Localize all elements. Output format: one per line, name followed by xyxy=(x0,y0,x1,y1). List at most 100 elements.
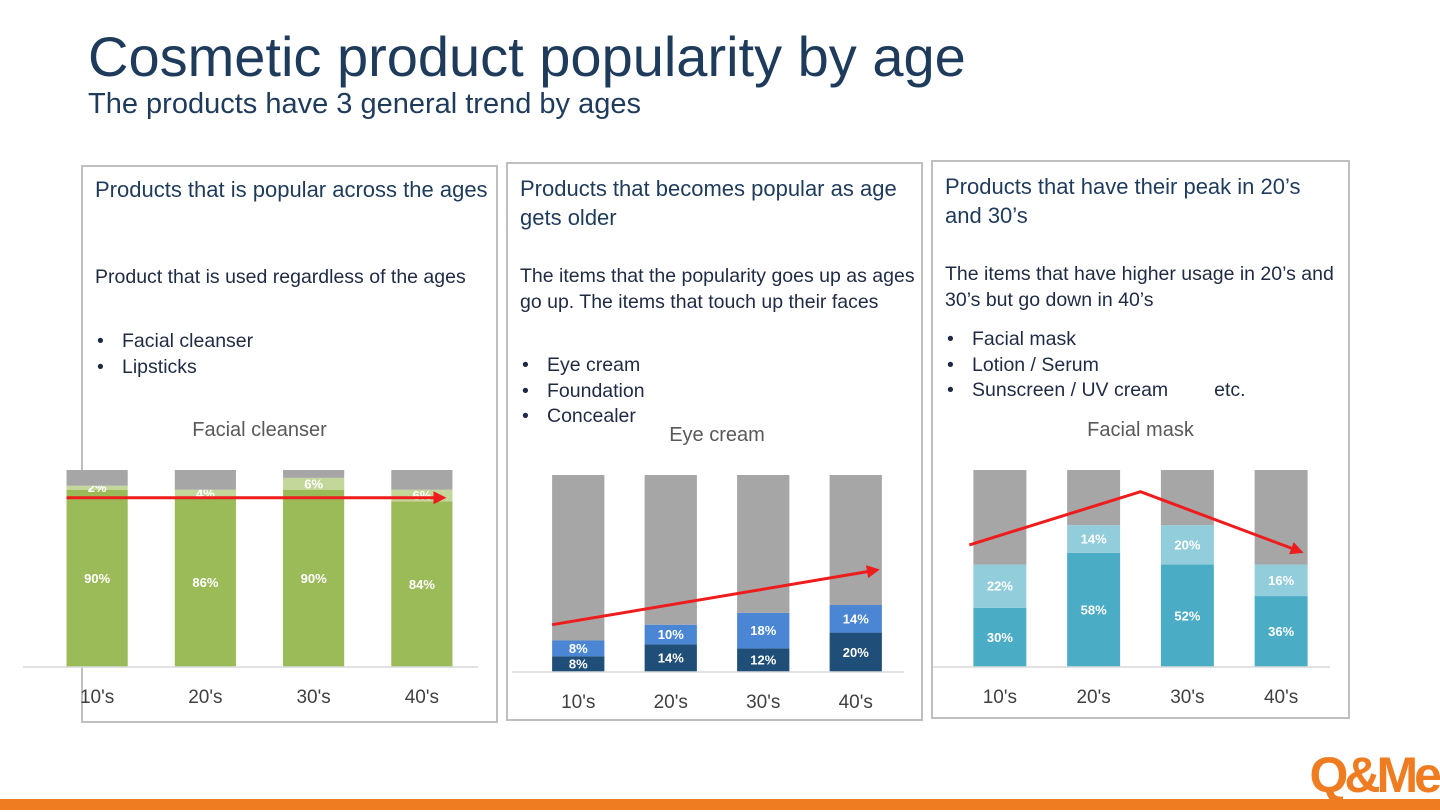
data-label: 8% xyxy=(569,641,588,656)
panel-description: The items that the popularity goes up as… xyxy=(520,265,915,313)
x-tick-label: 20's xyxy=(654,692,688,713)
panel-heading: Products that is popular across the ages xyxy=(95,177,488,202)
bar-segment xyxy=(973,607,1027,667)
bar-segment xyxy=(1067,525,1121,553)
x-tick-label: 40's xyxy=(839,692,873,713)
bar-segment xyxy=(737,648,790,672)
data-label: 84% xyxy=(409,577,435,592)
trend-arrow-head xyxy=(433,491,447,505)
bar-segment xyxy=(737,612,790,649)
x-tick-label: 10's xyxy=(80,687,114,708)
panel-popular-across-ages: Products that is popular across the ages… xyxy=(23,165,498,723)
bar-segment xyxy=(644,644,697,672)
bottom-accent-bar xyxy=(0,799,1440,810)
slide-subtitle: The products have 3 general trend by age… xyxy=(88,88,641,120)
chart-title: Eye cream xyxy=(669,424,765,446)
bar-segment xyxy=(973,470,1027,565)
bar-segment xyxy=(66,489,128,667)
data-label: 90% xyxy=(84,571,110,586)
chart-title: Facial mask xyxy=(1087,419,1195,441)
bar-segment xyxy=(391,489,453,502)
bullet-item: Foundation xyxy=(520,379,645,405)
data-label: 14% xyxy=(843,611,869,626)
panel-popular-with-age: Products that becomes popular as age get… xyxy=(506,162,923,721)
x-tick-label: 40's xyxy=(405,687,439,708)
bar-segment xyxy=(283,470,345,478)
data-label: 16% xyxy=(1268,573,1294,588)
data-label: 58% xyxy=(1081,602,1107,617)
bar-segment xyxy=(973,564,1027,608)
bar-segment xyxy=(552,656,605,672)
bar-segment xyxy=(1160,525,1214,565)
x-tick-label: 40's xyxy=(1264,687,1298,708)
bar-segment xyxy=(66,470,128,486)
bar-segment xyxy=(644,475,697,625)
data-label: 6% xyxy=(412,488,431,503)
panel-bullet-list: Facial cleanser Lipsticks xyxy=(95,329,253,380)
bullet-item: Concealer xyxy=(520,404,645,430)
bar-segment xyxy=(391,501,453,667)
x-tick-label: 20's xyxy=(1076,687,1110,708)
bar-segment xyxy=(1254,564,1308,597)
panel-heading: Products that becomes popular as age get… xyxy=(520,176,897,230)
panel-description: Product that is used regardless of the a… xyxy=(95,266,466,288)
data-label: 10% xyxy=(658,627,684,642)
panel-bullet-list: Facial mask Lotion / Serum Sunscreen / U… xyxy=(945,327,1246,404)
company-logo: Q&Me xyxy=(1310,747,1440,803)
data-label: 30% xyxy=(987,630,1013,645)
bullet-item: Facial cleanser xyxy=(95,329,253,355)
data-label: 12% xyxy=(750,653,776,668)
x-tick-label: 20's xyxy=(188,687,222,708)
bar-segment xyxy=(829,632,882,672)
trend-arrow-head xyxy=(1289,542,1304,555)
x-tick-label: 30's xyxy=(296,687,330,708)
data-label: 90% xyxy=(301,571,327,586)
data-label: 20% xyxy=(843,645,869,660)
data-label: 18% xyxy=(750,623,776,638)
bar-segment xyxy=(829,475,882,606)
data-label: 14% xyxy=(658,651,684,666)
panel-description: The items that have higher usage in 20’s… xyxy=(945,263,1334,311)
bar-segment xyxy=(644,624,697,645)
bar-segment xyxy=(174,470,236,490)
data-label: 22% xyxy=(987,579,1013,594)
bar-segment xyxy=(1067,470,1121,526)
bar-segment xyxy=(1160,564,1214,667)
bar-segment xyxy=(1254,596,1308,667)
bar-segment xyxy=(552,475,605,641)
logo-text: Q&Me xyxy=(1310,747,1440,803)
data-label: 86% xyxy=(192,575,218,590)
x-tick-label: 10's xyxy=(561,692,595,713)
data-label: 14% xyxy=(1081,531,1107,546)
panel-peak-20s-30s: Products that have their peak in 20’s an… xyxy=(931,160,1350,719)
panel-heading: Products that have their peak in 20’s an… xyxy=(945,174,1301,228)
slide-title: Cosmetic product popularity by age xyxy=(88,25,966,88)
bullet-item: Facial mask xyxy=(945,327,1246,353)
bar-segment xyxy=(391,470,453,490)
x-tick-label: 30's xyxy=(746,692,780,713)
data-label: 8% xyxy=(569,657,588,672)
data-label: 20% xyxy=(1174,537,1200,552)
bar-segment xyxy=(829,605,882,633)
etc-label: etc. xyxy=(1214,379,1246,401)
trend-arrow-line xyxy=(551,569,870,627)
panel-bullet-list: Eye cream Foundation Concealer xyxy=(520,353,645,430)
bar-segment xyxy=(1067,552,1121,667)
chart-title: Facial cleanser xyxy=(192,419,327,441)
trend-arrow-line xyxy=(968,490,1294,551)
bar-segment xyxy=(174,489,236,498)
bullet-item: Eye cream xyxy=(520,353,645,379)
bar-segment xyxy=(283,489,345,667)
x-tick-label: 10's xyxy=(983,687,1017,708)
data-label: 36% xyxy=(1268,624,1294,639)
bar-segment xyxy=(66,485,128,490)
bullet-item: Lotion / Serum xyxy=(945,353,1246,379)
bullet-item: Lipsticks xyxy=(95,355,253,381)
data-label: 6% xyxy=(304,476,323,491)
data-label: 52% xyxy=(1174,608,1200,623)
bar-segment xyxy=(552,640,605,657)
